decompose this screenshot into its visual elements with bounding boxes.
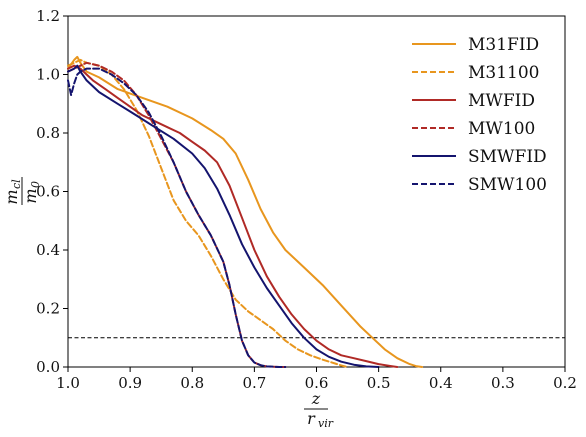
y-tick-label: 0.6 (36, 183, 60, 201)
legend-label-mw100: MW100 (468, 119, 535, 139)
y-tick-label: 0.4 (36, 241, 60, 259)
y-tick-label: 1.2 (36, 7, 60, 25)
series-line-mwfid (67, 64, 399, 368)
x-axis-ticks: 1.0 0.9 0.8 0.7 0.6 0.5 0.4 0.3 0.2 (56, 367, 577, 392)
x-label-denominator: r (307, 409, 316, 428)
y-tick-label: 1.0 (36, 66, 60, 84)
x-tick-label: 0.6 (305, 374, 329, 392)
y-label-numerator: m (2, 189, 21, 204)
series-line-mw100 (67, 61, 287, 368)
x-tick-label: 1.0 (56, 374, 80, 392)
x-tick-label: 0.3 (491, 374, 515, 392)
y-label-denominator-sub: 0 (29, 181, 42, 188)
y-tick-label: 0.8 (36, 124, 60, 142)
x-tick-label: 0.2 (553, 374, 577, 392)
y-axis-label: m cl m 0 (2, 177, 42, 205)
y-tick-label: 0.2 (36, 300, 60, 318)
x-tick-label: 0.7 (242, 374, 266, 392)
legend-label-smw100: SMW100 (468, 175, 547, 195)
series-line-smw100 (67, 67, 287, 368)
legend: M31FID M31100 MWFID MW100 SMWFID SMW100 (412, 35, 547, 195)
series-line-m31fid (67, 55, 424, 368)
series-line-smwfid (67, 64, 380, 368)
x-tick-label: 0.4 (429, 374, 453, 392)
legend-label-m31100: M31100 (468, 63, 540, 83)
y-label-denominator: m (21, 188, 40, 203)
x-tick-label: 0.5 (367, 374, 391, 392)
legend-label-mwfid: MWFID (468, 91, 535, 111)
y-label-numerator-sub: cl (10, 179, 23, 189)
series-layer (67, 55, 424, 368)
x-axis-label: z r vir (304, 389, 334, 430)
y-axis-ticks: 0.0 0.2 0.4 0.6 0.8 1.0 1.2 (36, 7, 68, 376)
x-label-denominator-sub: vir (318, 417, 334, 430)
x-tick-label: 0.8 (180, 374, 204, 392)
x-label-numerator: z (311, 389, 321, 408)
y-tick-label: 0.0 (36, 358, 60, 376)
legend-label-smwfid: SMWFID (468, 147, 547, 167)
x-tick-label: 0.9 (118, 374, 142, 392)
series-line-m31100 (67, 58, 349, 368)
legend-label-m31fid: M31FID (468, 35, 539, 55)
